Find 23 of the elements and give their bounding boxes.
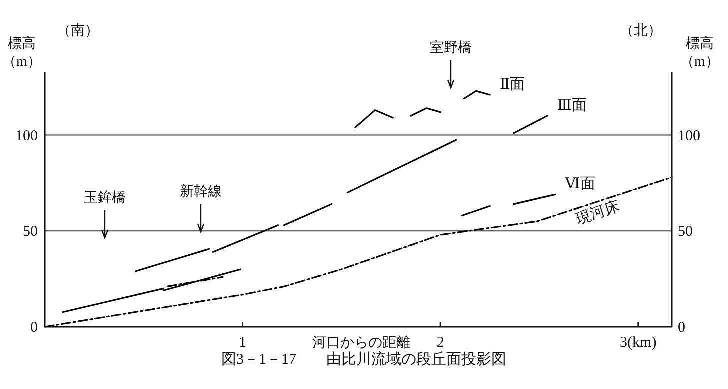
x-axis-title: 河口からの距離 bbox=[312, 335, 411, 351]
y-tick-label: 0 bbox=[30, 320, 38, 336]
text: （南） bbox=[57, 23, 99, 39]
y-axis-title: 標高（m） bbox=[2, 36, 42, 70]
series-label: Ⅱ面 bbox=[500, 77, 526, 94]
y2-tick-label: 50 bbox=[678, 224, 693, 240]
text: 図3－1－17 由比川流域の段丘面投影図 bbox=[222, 351, 506, 368]
line-series bbox=[62, 268, 242, 314]
series-label: Ⅵ面 bbox=[564, 176, 596, 193]
x-tick-label: 1 bbox=[239, 335, 247, 351]
y-tick-label: 100 bbox=[16, 128, 38, 144]
annotation: 玉鉾橋 bbox=[84, 190, 126, 206]
text: 室野橋 bbox=[430, 40, 472, 56]
y2-axis-title: 標高（m） bbox=[680, 36, 720, 70]
y2-tick-label: 100 bbox=[678, 128, 700, 144]
text: 現河床 bbox=[574, 198, 622, 228]
y2-tick-label: 0 bbox=[678, 320, 686, 336]
x-tick-label: 3(km) bbox=[620, 335, 657, 351]
annotation: 新幹線 bbox=[180, 184, 222, 200]
x-tick-label: 2 bbox=[436, 335, 444, 351]
series-label: Ⅲ面 bbox=[557, 98, 587, 114]
text: （北） bbox=[620, 23, 662, 39]
y-tick-label: 50 bbox=[23, 224, 38, 240]
